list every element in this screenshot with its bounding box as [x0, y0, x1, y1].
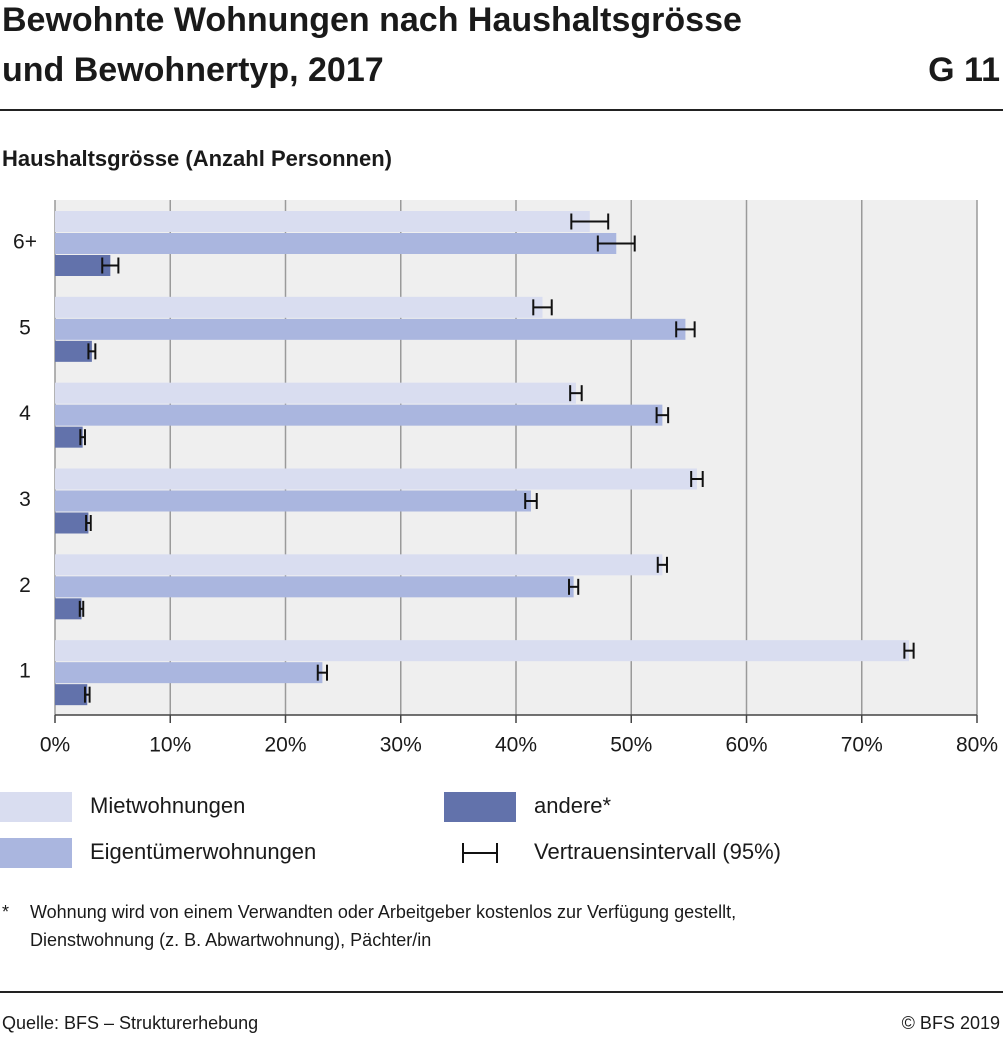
bar	[55, 576, 574, 598]
error-bar	[570, 213, 610, 230]
copyright: © BFS 2019	[902, 1013, 1000, 1033]
bar	[55, 211, 590, 232]
bar	[55, 662, 323, 684]
legend-swatch	[0, 838, 72, 868]
footnote-marker: *	[2, 902, 9, 922]
y-tick-label: 5	[19, 316, 31, 339]
x-tick-label: 10%	[149, 734, 191, 757]
bar	[55, 554, 663, 576]
bar	[55, 233, 617, 254]
error-bar	[87, 343, 97, 360]
footnote: Dienstwohnung (z. B. Abwartwohnung), Päc…	[30, 930, 431, 950]
legend-label: Eigentümerwohnungen	[90, 839, 316, 864]
chart-title: Bewohnte Wohnungen nach Haushaltsgrösse	[2, 1, 742, 39]
chart-subtitle: Haushaltsgrösse (Anzahl Personnen)	[2, 146, 392, 171]
error-bar	[569, 385, 583, 402]
y-tick-label: 3	[19, 488, 31, 511]
error-bar	[568, 578, 580, 595]
bar	[55, 404, 663, 426]
bar	[55, 598, 82, 620]
bar	[55, 684, 88, 706]
error-bar	[655, 407, 670, 424]
y-tick-label: 6+	[13, 230, 37, 253]
legend-label: Mietwohnungen	[90, 793, 245, 818]
legend-label: andere*	[534, 793, 612, 818]
bar	[55, 426, 83, 448]
bar	[55, 318, 686, 340]
error-bar	[78, 600, 85, 617]
x-tick-label: 40%	[495, 734, 537, 757]
error-bar	[101, 257, 120, 274]
x-tick-label: 30%	[380, 734, 422, 757]
y-tick-label: 2	[19, 574, 31, 597]
x-tick-label: 80%	[956, 734, 998, 757]
error-bar	[316, 664, 328, 681]
error-bar	[79, 429, 86, 446]
legend-error-symbol	[462, 843, 498, 863]
x-tick-label: 0%	[40, 734, 70, 757]
error-bar	[85, 515, 92, 531]
error-bar	[524, 493, 538, 509]
bar	[55, 382, 576, 404]
error-bar	[690, 471, 704, 487]
error-bar	[675, 321, 696, 338]
bar	[55, 490, 531, 512]
footnote: Wohnung wird von einem Verwandten oder A…	[30, 902, 736, 922]
error-bar	[656, 556, 668, 573]
legend-swatch	[0, 792, 72, 822]
error-bar	[903, 642, 915, 659]
x-tick-label: 50%	[610, 734, 652, 757]
x-tick-label: 70%	[841, 734, 883, 757]
error-bar	[532, 299, 553, 316]
x-tick-label: 60%	[725, 734, 767, 757]
y-tick-label: 1	[19, 660, 31, 683]
bar	[55, 640, 910, 662]
y-tick-label: 4	[19, 402, 31, 425]
legend-label: Vertrauensintervall (95%)	[534, 839, 781, 864]
chart-title: und Bewohnertyp, 2017	[2, 51, 384, 89]
bar	[55, 296, 543, 318]
bar	[55, 512, 89, 534]
legend-swatch	[444, 792, 516, 822]
chart-code: G 11	[928, 51, 1000, 89]
x-tick-label: 20%	[264, 734, 306, 757]
error-bar	[83, 686, 91, 703]
source: Quelle: BFS – Strukturerhebung	[2, 1013, 258, 1033]
bar	[55, 340, 92, 362]
error-bar	[596, 235, 636, 252]
bar	[55, 255, 111, 276]
bar	[55, 468, 697, 490]
